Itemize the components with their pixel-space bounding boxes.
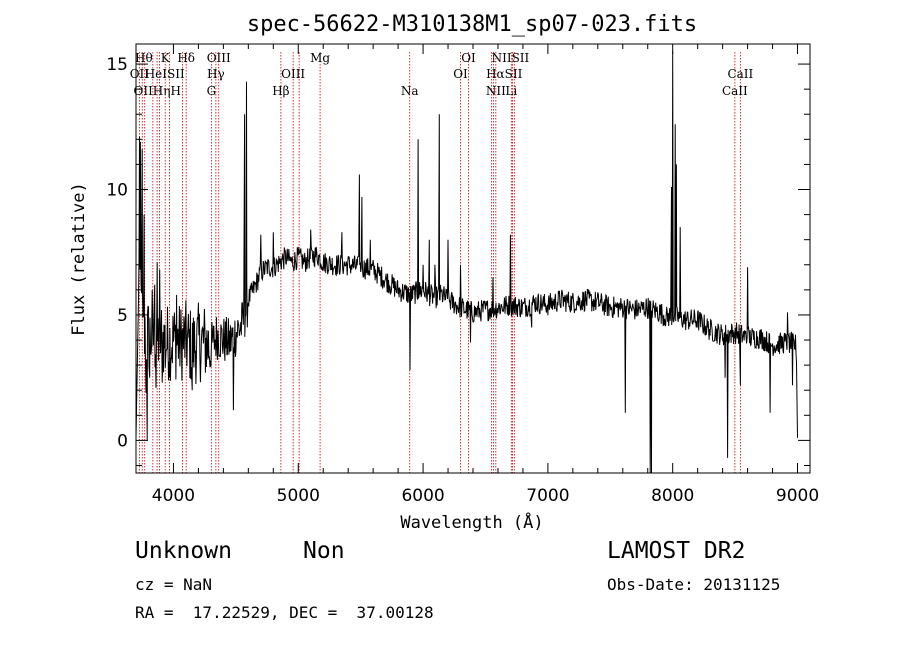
spectral-line-markers [138,52,741,473]
y-axis-label: Flux (relative) [69,182,89,336]
x-tick-label: 8000 [651,486,694,506]
x-tick-label: 5000 [277,486,320,506]
object-class: Unknown [135,538,232,564]
spectral-line-label: Mg [310,51,330,65]
plot-frame [135,43,811,474]
coordinates-text: RA = 17.22529, DEC = 37.00128 [135,603,434,622]
x-tick-label: 6000 [401,486,444,506]
spectral-line-label: CaII [722,84,748,98]
spectral-line-label: HαSII [486,67,523,81]
spectral-line-label: Hδ [177,51,195,65]
spectral-line-label: G [207,84,217,98]
spectral-line-label: OI [453,67,468,81]
spectral-line-label: OIII [207,51,231,65]
observation-date: Obs-Date: 20131125 [607,575,781,594]
survey-name: LAMOST DR2 [607,538,746,564]
object-subclass: Non [303,538,345,564]
spectral-line-label: NII [486,84,506,98]
spectral-line-label: Na [401,84,419,98]
chart-title: spec-56622-M310138M1_sp07-023.fits [247,12,697,37]
spectral-line-label: HeISII [145,67,185,81]
spectral-line-label: Hβ [272,84,289,98]
spectral-line-label: OI [461,51,476,65]
spectral-line-label: Hθ [135,51,153,65]
spectral-line-label: CaII [727,67,753,81]
spectral-line-label: OII [130,67,150,81]
x-tick-label: 4000 [152,486,195,506]
x-tick-label: 9000 [776,486,819,506]
redshift-text: cz = NaN [135,575,213,594]
x-axis-label: Wavelength (Å) [400,511,543,533]
y-tick-label: 5 [117,306,128,326]
y-tick-label: 0 [117,431,128,451]
y-tick-label: 10 [106,181,128,201]
y-tick-label: 15 [106,55,128,75]
spectral-line-label: OIII [281,67,305,81]
spectral-line-label: NIISII [492,51,530,65]
spectral-line-label: Li [505,84,517,98]
spectrum-line [135,51,798,474]
axis-ticks: 4000 5000 6000 7000 8000 9000 0 5 10 15 [106,44,819,506]
x-tick-label: 7000 [526,486,569,506]
spectral-line-label: OIIHηH [133,84,180,98]
spectral-line-label: Hγ [207,67,225,81]
spectral-line-label: K [161,51,171,65]
